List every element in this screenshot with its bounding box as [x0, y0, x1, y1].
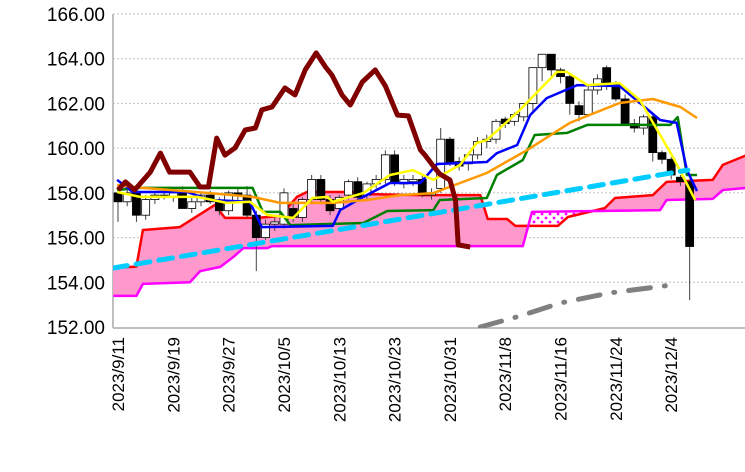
candle [141, 195, 151, 220]
y-tick-label: 162.00 [47, 94, 105, 115]
candle-body-up [537, 53, 547, 69]
candle [279, 188, 289, 229]
y-tick-label: 164.00 [47, 50, 105, 71]
candle-body-down [390, 154, 400, 183]
candle [685, 179, 695, 301]
candle [436, 128, 446, 193]
candle-body-up [141, 199, 151, 216]
x-tick-label: 2023/12/4 [662, 337, 681, 413]
candle-body-down [113, 192, 123, 203]
candle [445, 136, 455, 167]
candle-body-up [639, 116, 648, 129]
x-tick-label: 2023/9/19 [164, 337, 183, 413]
candle-body-down [574, 105, 584, 116]
candle [620, 94, 630, 126]
x-tick-label: 2023/9/11 [109, 337, 128, 411]
candle-body-down [445, 138, 455, 165]
kijun-sen-line [116, 115, 697, 227]
indicator-lines [113, 50, 699, 328]
y-tick-label: 160.00 [47, 139, 105, 160]
x-tick-label: 2023/10/13 [330, 337, 349, 422]
candle [270, 217, 280, 231]
candle [583, 85, 593, 117]
candle [537, 53, 547, 82]
x-axis: 2023/9/11 2023/9/19 2023/9/27 2023/10/5 2023… [109, 327, 745, 422]
candle [353, 177, 363, 202]
candle-body-up [261, 223, 270, 238]
candle [556, 67, 565, 84]
y-tick-label: 156.00 [47, 229, 105, 250]
candle-body-down [685, 181, 695, 247]
moving-average-short-line [116, 70, 697, 220]
moving-average-long-line [116, 97, 698, 205]
candle [187, 197, 197, 213]
lower-trendline-line [477, 281, 682, 328]
x-tick-label: 2023/10/31 [441, 337, 460, 422]
candle-body-up [344, 181, 353, 196]
y-tick-label: 166.00 [47, 5, 105, 26]
y-tick-label: 152.00 [47, 318, 105, 339]
candle-body-up [583, 89, 593, 116]
candle-body-down [620, 98, 630, 124]
x-tick-label: 2023/9/27 [220, 337, 239, 413]
candle [150, 192, 160, 205]
plot-area [113, 50, 745, 328]
candle-body-down [546, 53, 556, 71]
candle [390, 150, 400, 187]
candle-body-down [648, 116, 658, 154]
candle-body-down [353, 181, 363, 198]
candle-body-up [187, 201, 197, 209]
candle [528, 67, 538, 113]
candle-body-up [270, 221, 280, 225]
candle-body-down [316, 179, 326, 200]
candle-body-up [307, 179, 317, 200]
candle-body-up [528, 67, 538, 104]
candle-body-up [408, 179, 418, 183]
candle [546, 53, 556, 77]
candle-body-down [602, 67, 612, 84]
candle [399, 174, 409, 189]
candle [408, 174, 418, 187]
x-tick-label: 2023/10/5 [275, 337, 294, 413]
candle-body-up [122, 192, 132, 203]
x-tick-label: 2023/11/24 [607, 337, 626, 421]
y-tick-label: 154.00 [47, 273, 105, 294]
candle-body-down [242, 194, 252, 216]
y-axis: 152.00 154.00 156.00 158.00 160.00 162.00 164.… [47, 5, 114, 339]
senkou-span-b-line [113, 186, 745, 298]
y-tick-label: 158.00 [47, 184, 105, 205]
candle [473, 136, 482, 160]
candle [132, 188, 141, 222]
x-tick-label: 2023/11/16 [552, 337, 571, 421]
candle [565, 74, 575, 115]
candle [657, 150, 667, 164]
x-tick-label: 2023/10/23 [386, 337, 405, 422]
x-tick-label: 2023/11/8 [496, 337, 515, 411]
candle [261, 219, 270, 240]
support-trendline-line [113, 167, 691, 271]
candle-body-up [279, 192, 289, 225]
candle-body-down [657, 152, 667, 160]
candle-body-down [178, 192, 187, 209]
chikou-span-line [116, 50, 471, 250]
